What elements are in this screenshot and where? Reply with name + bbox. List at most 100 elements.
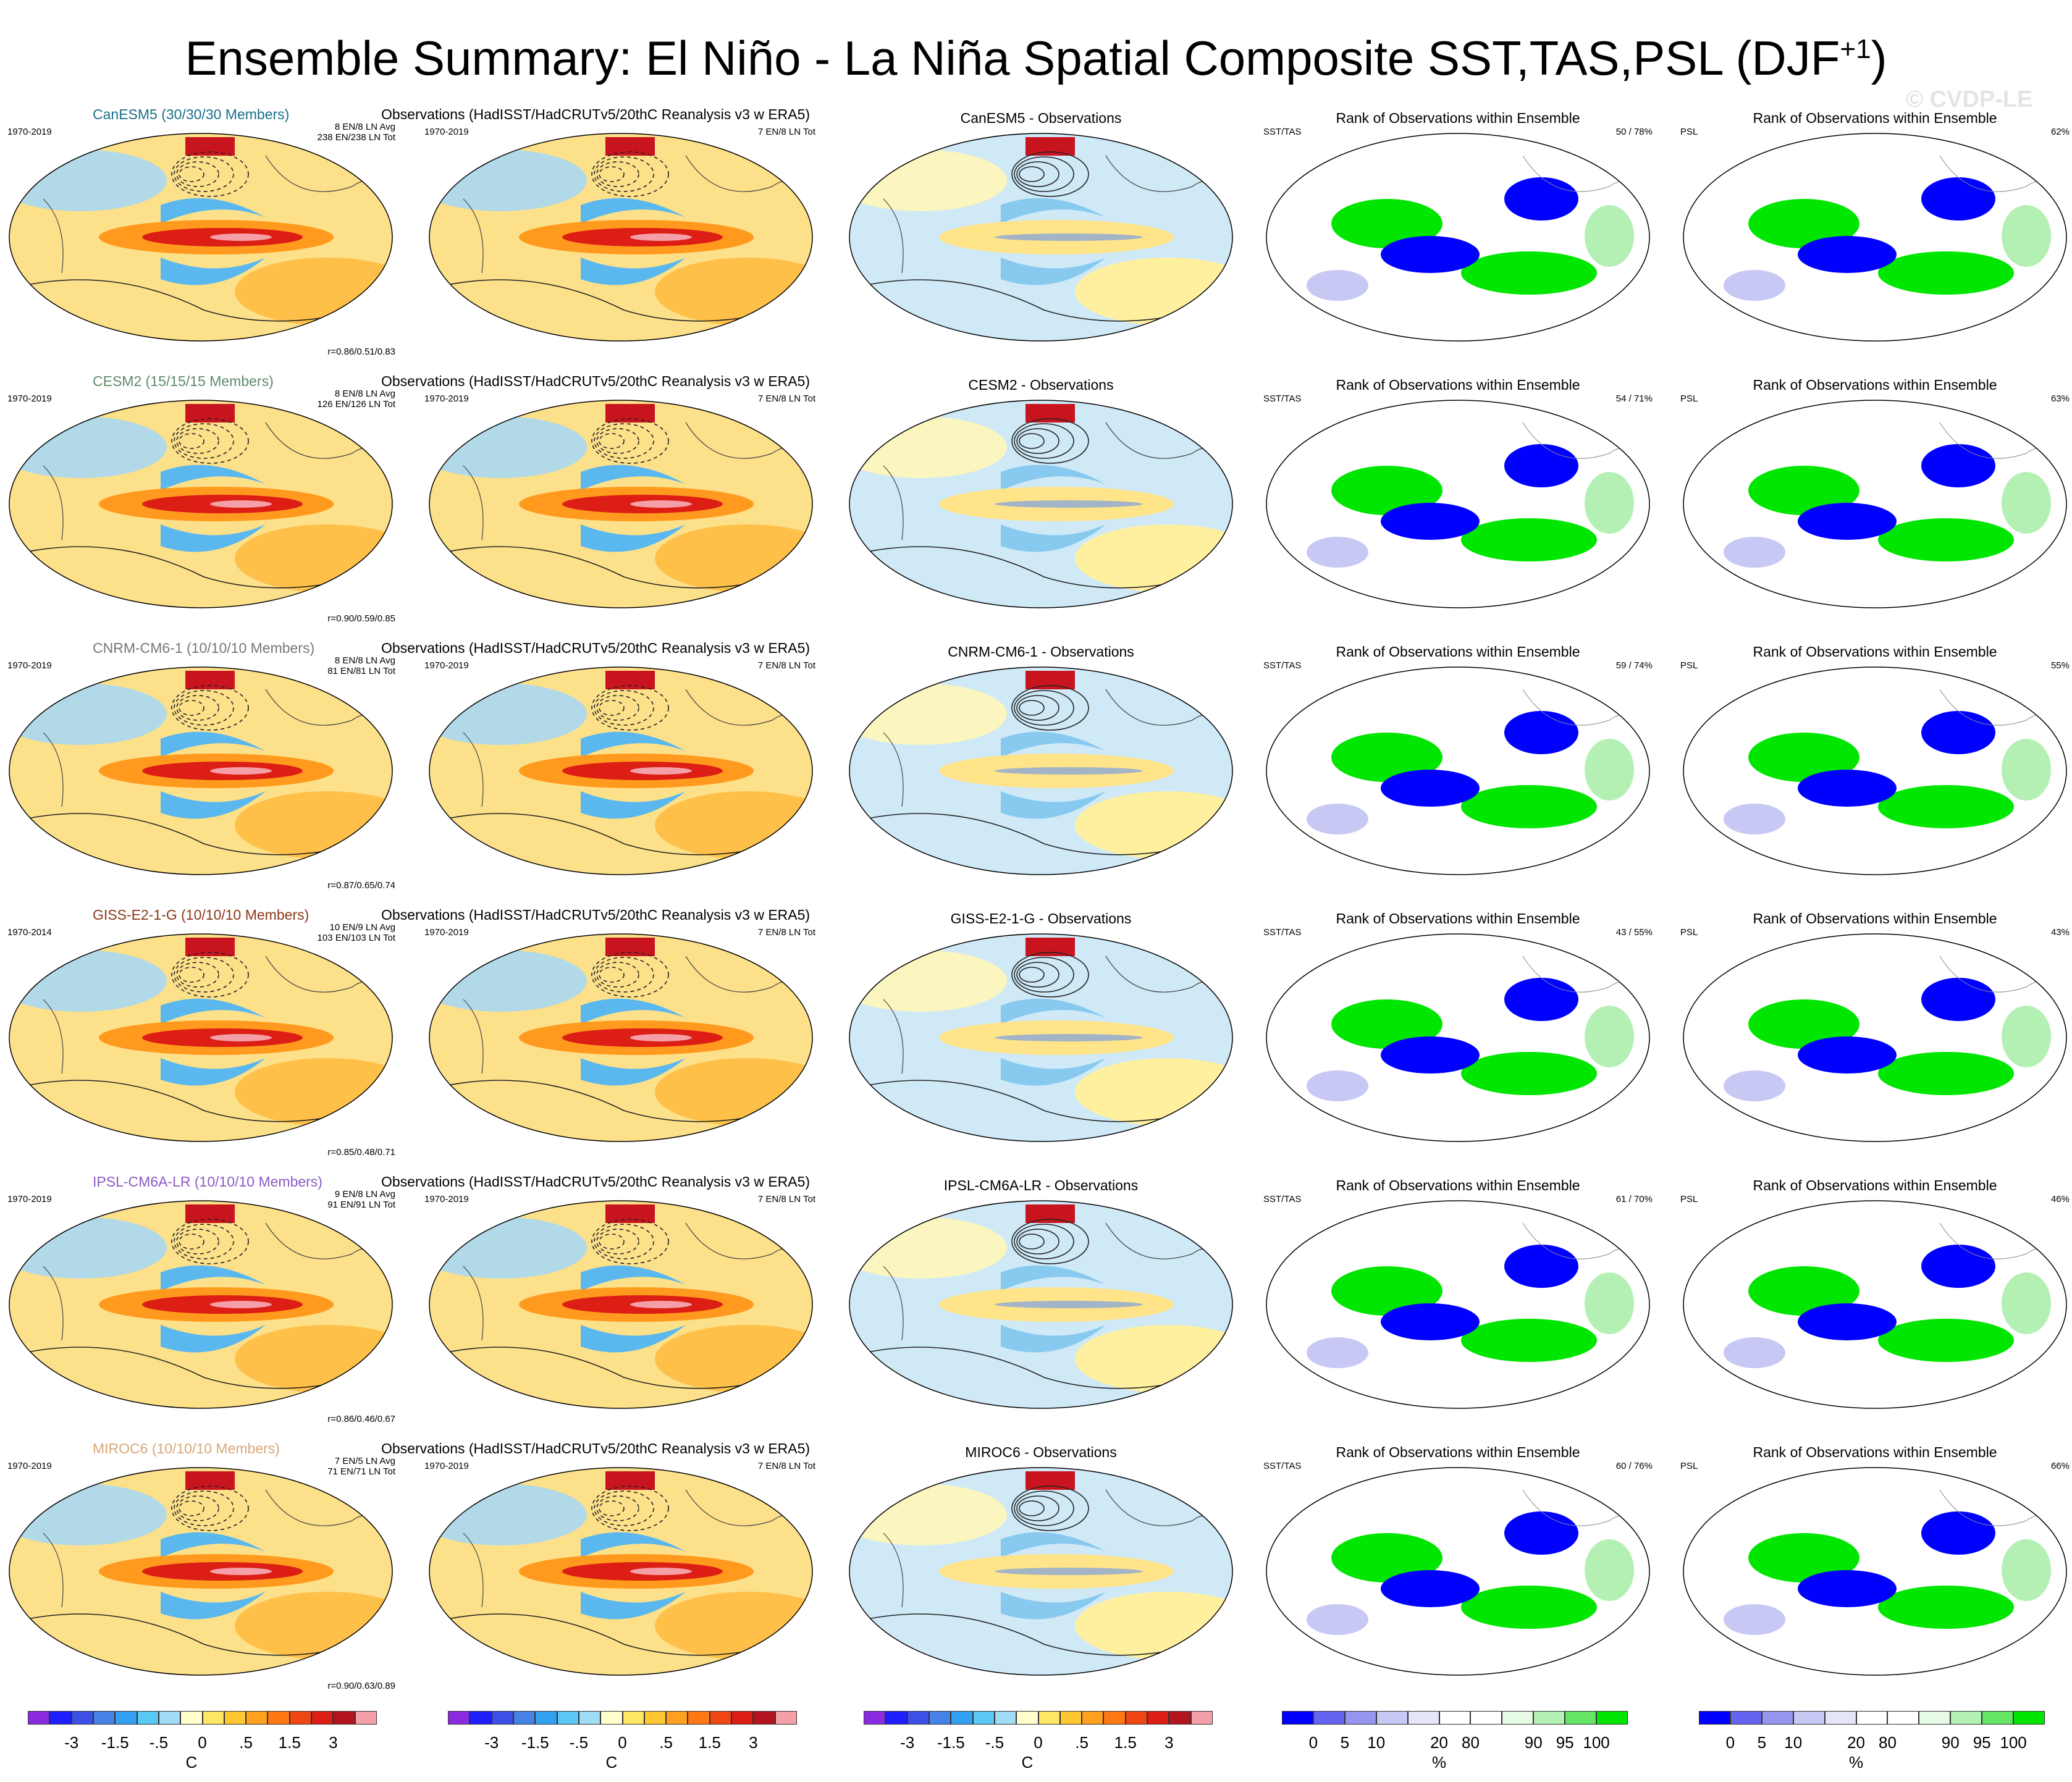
map-outline [9,1467,393,1676]
coastline [43,198,64,274]
map-outline [429,933,813,1142]
psl-contour [591,952,669,998]
coastline [883,465,904,540]
psl-contour [179,166,204,182]
colorbar-tick-label: 5 [1757,1733,1767,1752]
rank-low-region [1798,1570,1897,1607]
rank-mid-region [1724,270,1785,301]
horseshoe-cool-south [1001,1325,1106,1353]
horseshoe-cool-south [161,524,266,552]
colorbar-swatch [355,1711,377,1725]
rank-high-region [1878,785,2014,828]
colorbar-swatch [753,1711,775,1725]
map-outline [849,133,1233,342]
psl-contour [1011,418,1089,464]
rank-low-region [1921,978,1995,1021]
observations-panel-title: Observations (HadISST/HadCRUTv5/20thC Re… [381,1174,811,1190]
colorbar-swatch [1596,1711,1628,1725]
colorbar-swatch [470,1711,492,1725]
rank-mid-region [1585,472,1634,534]
psl-contour [1011,151,1089,197]
rank-high-region [1331,999,1442,1049]
colorbar-swatch [709,1711,732,1725]
horseshoe-cool-south [1001,1592,1106,1620]
colorbar-swatch [224,1711,246,1725]
colorbar-swatch [731,1711,754,1725]
model-total-count: 238 EN/238 LN Tot [317,132,395,143]
colorbar-swatch [864,1711,886,1725]
psl-contour [1019,1500,1045,1516]
rank-globe-map [1683,1200,2067,1409]
psl-contour [1011,952,1089,998]
colorbar-tick-label: 95 [1973,1733,1991,1752]
observations-composite-panel: Observations (HadISST/HadCRUTv5/20thC Re… [381,366,815,633]
map-outline [1683,1467,2067,1676]
colorbar-swatch [448,1711,470,1725]
rank-percent: 46% [2050,1194,2070,1204]
rank-panel-title: Rank of Observations within Ensemble [1336,910,1580,927]
rank-low-region [1798,236,1897,273]
rank-high-region [1331,466,1442,515]
colorbar-tick-label: -3 [484,1733,499,1752]
rank-mid-region [1724,804,1785,834]
nino-max [630,1301,692,1308]
psl-contour [174,690,234,726]
rank-mid-region [2002,1272,2051,1334]
colorbar-tick-label: 0 [618,1733,627,1752]
psl-contour [599,1234,625,1250]
psl-contour [171,151,249,197]
psl-contour [176,695,219,721]
rank-high-region [1878,518,2014,561]
observations-composite-panel: Observations (HadISST/HadCRUTv5/20thC Re… [381,99,815,366]
rank-high-region [1331,733,1442,782]
map-outline [849,933,1233,1142]
map-outline [1683,133,2067,342]
colorbar-swatch [1761,1711,1793,1725]
colorbar-swatch [1147,1711,1169,1725]
rank-variable-label: SST/TAS [1263,927,1302,938]
map-outline [429,133,813,342]
figure-title: Ensemble Summary: El Niño - La Niña Spat… [185,31,1887,85]
colorbar-unit-label: C [185,1753,198,1771]
rank-mid-region [1585,739,1634,801]
colorbar-swatch [158,1711,181,1725]
model-avg-count: 8 EN/8 LN Avg [334,655,395,666]
rank-high-region [1878,1052,2014,1095]
summary-row: CanESM5 (30/30/30 Members) 1970-2019 8 EN/… [0,99,2072,366]
rank-mid-region [1307,1337,1368,1368]
colorbar-swatch [535,1711,557,1725]
rank-percent: 61 / 70% [1615,1194,1653,1204]
rank-high-region [1461,785,1597,828]
colorbar-swatch [2013,1711,2045,1725]
colorbar-tick-label: 3 [1164,1733,1174,1752]
diff-globe-map [849,1467,1233,1676]
colorbar-tick-label: 0 [1725,1733,1735,1752]
model-globe-map [9,666,393,875]
observations-period: 1970-2019 [424,927,469,938]
rank-panel-title: Rank of Observations within Ensemble [1336,110,1580,126]
difference-panel: CNRM-CM6-1 - Observations [846,633,1236,899]
rank-low-region [1381,1036,1480,1074]
colorbar-swatch [951,1711,973,1725]
rank-high-region [1461,251,1597,295]
colorbar-tick-label: 1.5 [278,1733,301,1752]
rank-high-region [1748,733,1859,782]
psl-contour [1014,1490,1074,1526]
model-composite-panel: CNRM-CM6-1 (10/10/10 Members) 1970-2019 8 … [6,633,395,899]
nino-max [210,767,272,775]
psl-contour [1016,161,1059,187]
colorbar-tick-label: -3 [900,1733,915,1752]
horseshoe-cool-north [161,464,266,490]
rank-mid-region [1307,1604,1368,1635]
colorbar-swatch [1376,1711,1408,1725]
rank-percent: 43% [2050,927,2070,938]
model-period: 1970-2019 [7,127,52,137]
coastline [43,465,64,540]
colorbar-swatch [1533,1711,1565,1725]
map-outline [429,400,813,608]
horseshoe-cool-south [1001,524,1106,552]
rank-mid-region [2002,205,2051,267]
horseshoe-cool-south [161,258,266,285]
colorbar-swatch [885,1711,908,1725]
arctic-warm [1025,1204,1075,1223]
